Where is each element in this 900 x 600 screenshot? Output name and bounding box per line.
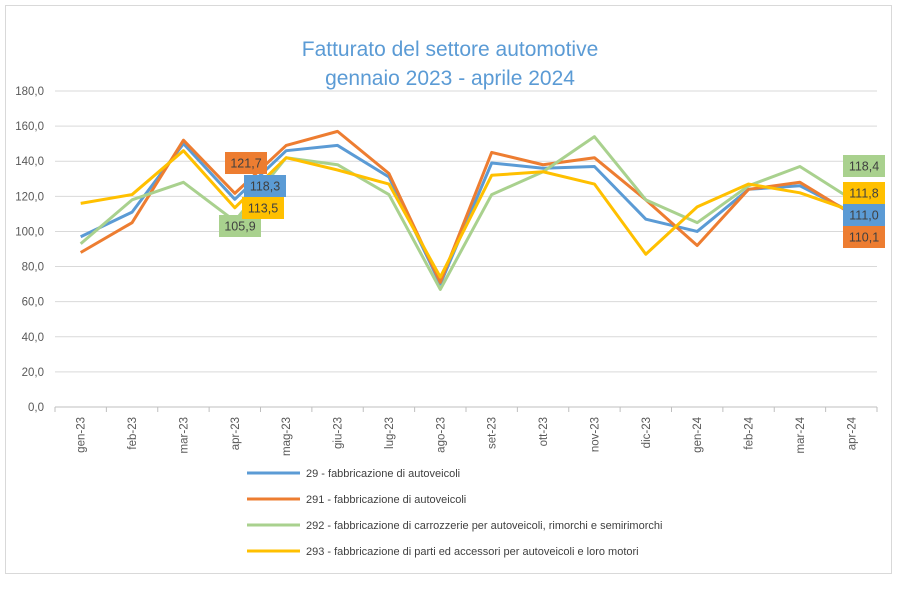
legend-entry: 292 - fabbricazione di carrozzerie per a… — [306, 520, 662, 532]
x-tick-label: giu-23 — [333, 417, 345, 449]
y-tick-label: 40,0 — [22, 332, 44, 344]
x-tick-label: gen-23 — [76, 417, 88, 453]
y-tick-label: 140,0 — [15, 156, 44, 168]
data-label: 105,9 — [224, 220, 255, 234]
data-label: 110,1 — [849, 231, 879, 245]
data-label: 118,3 — [250, 180, 280, 194]
series-line — [79, 135, 853, 291]
x-tick-label: nov-23 — [589, 417, 601, 452]
y-tick-label: 80,0 — [22, 262, 44, 274]
data-label: 121,7 — [230, 157, 261, 171]
data-label: 111,8 — [849, 187, 878, 201]
chart-frame — [5, 5, 892, 574]
data-label: 118,4 — [849, 160, 879, 174]
x-tick-label: mag-23 — [281, 417, 293, 456]
data-label-box — [843, 182, 885, 204]
x-tick-label: mar-23 — [178, 417, 190, 453]
x-tick-label: dic-23 — [641, 417, 653, 448]
y-tick-label: 0,0 — [28, 402, 44, 414]
y-tick-label: 100,0 — [15, 226, 44, 238]
series-line — [80, 149, 852, 279]
data-label-box — [219, 215, 261, 237]
chart-title-line: gennaio 2023 - aprile 2024 — [325, 67, 575, 90]
y-tick-label: 20,0 — [22, 367, 44, 379]
y-tick-label: 180,0 — [15, 86, 44, 98]
x-tick-label: apr-24 — [846, 416, 858, 450]
chart-title-line: Fatturato del settore automotive — [302, 38, 599, 61]
data-label-box — [225, 152, 267, 174]
data-label: 111,0 — [849, 209, 878, 223]
legend-entry: 291 - fabbricazione di autoveicoli — [306, 494, 466, 506]
x-tick-label: feb-24 — [744, 416, 756, 449]
data-label-box — [843, 226, 885, 248]
x-tick-label: set-23 — [487, 417, 499, 449]
x-tick-label: gen-24 — [692, 416, 704, 452]
legend-entry: 29 - fabbricazione di autoveicoli — [306, 468, 460, 480]
x-tick-label: feb-23 — [127, 417, 139, 450]
data-label-box — [244, 175, 286, 197]
legend-entry: 293 - fabbricazione di parti ed accessor… — [306, 546, 639, 558]
x-tick-label: lug-23 — [384, 417, 396, 449]
y-tick-label: 60,0 — [22, 297, 44, 309]
series-line — [79, 129, 853, 284]
x-tick-label: ott-23 — [538, 417, 550, 446]
y-tick-label: 120,0 — [15, 191, 44, 203]
y-tick-label: 160,0 — [15, 121, 44, 133]
data-label: 113,5 — [248, 202, 278, 216]
data-label-box — [843, 155, 885, 177]
x-tick-label: apr-23 — [230, 417, 242, 450]
data-label-box — [242, 197, 284, 219]
data-label-box — [843, 204, 885, 226]
x-tick-label: mar-24 — [795, 416, 807, 453]
x-tick-label: ago-23 — [435, 417, 447, 453]
